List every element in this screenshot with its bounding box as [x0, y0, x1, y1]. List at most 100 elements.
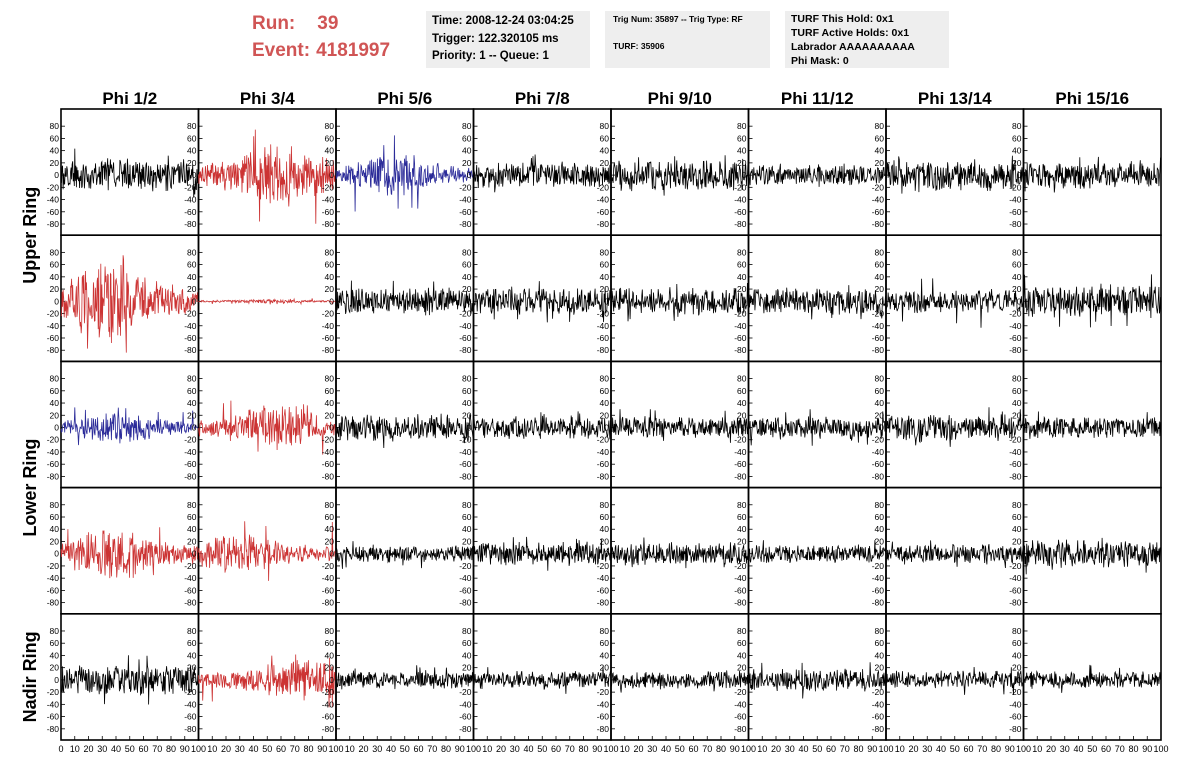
y-tick-label: 60	[600, 133, 610, 143]
y-tick-label: 80	[1012, 374, 1022, 384]
x-tick-label: 30	[97, 744, 107, 754]
y-tick-label: -20	[184, 687, 197, 697]
waveform-panel: -80 -60 -40 -20 0 20 40 60 80	[184, 360, 337, 489]
y-tick-label: 20	[1012, 410, 1022, 420]
y-tick-label: 20	[737, 284, 747, 294]
y-tick-label: 0	[54, 170, 59, 180]
trig-info-box: Trig Num: 35897 -- Trig Type: RF TURF: 3…	[605, 11, 770, 68]
waveform-line	[610, 537, 749, 569]
y-tick-label: 60	[737, 638, 747, 648]
y-tick-label: -20	[184, 309, 197, 319]
y-tick-label: -80	[322, 345, 335, 355]
waveform-line	[335, 665, 474, 690]
y-tick-label: -20	[47, 687, 60, 697]
y-tick-label: -40	[47, 447, 60, 457]
y-tick-label: 20	[462, 158, 472, 168]
y-tick-label: 0	[879, 170, 884, 180]
y-tick-label: 80	[737, 121, 747, 131]
y-tick-label: -40	[184, 447, 197, 457]
x-tick-label: 20	[633, 744, 643, 754]
y-tick-label: 0	[54, 549, 59, 559]
waveform-line	[1023, 156, 1162, 193]
y-tick-label: 20	[1012, 284, 1022, 294]
y-tick-label: 60	[50, 512, 60, 522]
y-tick-label: 60	[462, 638, 472, 648]
x-tick-label: 20	[358, 744, 368, 754]
y-tick-label: -80	[184, 219, 197, 229]
y-tick-label: 0	[604, 296, 609, 306]
y-tick-label: -40	[459, 573, 472, 583]
y-tick-label: 80	[187, 121, 197, 131]
y-tick-label: 60	[462, 386, 472, 396]
y-tick-label: -60	[322, 207, 335, 217]
waveform-line	[198, 521, 337, 581]
x-tick-label: 100	[191, 744, 206, 754]
x-tick-label: 70	[1115, 744, 1125, 754]
y-tick-label: -80	[597, 598, 610, 608]
column-header-phi: Phi 3/4	[240, 89, 295, 108]
waveform-panel: -80 -60 -40 -20 0 20 40 60 80	[47, 234, 200, 363]
y-tick-label: 40	[875, 650, 885, 660]
y-tick-label: -80	[47, 345, 60, 355]
y-tick-label: 60	[462, 512, 472, 522]
x-tick-label: 20	[221, 744, 231, 754]
y-tick-label: 0	[879, 296, 884, 306]
y-tick-label: 80	[737, 626, 747, 636]
y-tick-label: 0	[467, 296, 472, 306]
x-tick-label: 10	[757, 744, 767, 754]
x-tick-label: 20	[496, 744, 506, 754]
y-tick-label: 20	[187, 536, 197, 546]
y-tick-label: 80	[325, 626, 335, 636]
y-tick-label: -20	[597, 687, 610, 697]
y-tick-label: -60	[47, 712, 60, 722]
y-tick-label: 40	[187, 146, 197, 156]
y-tick-label: -40	[734, 573, 747, 583]
y-tick-label: -40	[597, 195, 610, 205]
y-tick-label: -60	[47, 333, 60, 343]
y-tick-label: -60	[47, 459, 60, 469]
x-tick-label: 10	[482, 744, 492, 754]
y-tick-label: 0	[192, 423, 197, 433]
time-text: Time: 2008-12-24 03:04:25	[432, 15, 574, 27]
y-tick-label: 80	[462, 247, 472, 257]
y-tick-label: -20	[1009, 182, 1022, 192]
x-tick-label: 100	[603, 744, 618, 754]
x-tick-label: 80	[991, 744, 1001, 754]
waveform-panel: -80 -60 -40 -20 0 20 40 60 80	[184, 108, 337, 236]
y-tick-label: 0	[742, 549, 747, 559]
waveform-line	[60, 148, 199, 198]
y-tick-label: -60	[459, 585, 472, 595]
waveform-panel: -80 -60 -40 -20 0 20 40 60 80	[322, 360, 475, 489]
y-tick-label: -80	[872, 345, 885, 355]
x-tick-label: 60	[688, 744, 698, 754]
x-tick-label: 10	[207, 744, 217, 754]
y-tick-label: 60	[1012, 638, 1022, 648]
y-tick-label: 0	[742, 296, 747, 306]
y-tick-label: -20	[734, 182, 747, 192]
y-tick-label: 80	[600, 500, 610, 510]
y-tick-label: -40	[597, 573, 610, 583]
y-tick-label: 0	[467, 549, 472, 559]
y-tick-label: 20	[187, 410, 197, 420]
waveform-line	[610, 409, 749, 443]
y-tick-label: 60	[875, 512, 885, 522]
waveform-line	[610, 155, 749, 196]
y-tick-label: 40	[737, 146, 747, 156]
y-tick-label: 60	[875, 386, 885, 396]
y-tick-label: 40	[462, 524, 472, 534]
waveform-panel: -80 -60 -40 -20 0 20 40 60 80	[322, 612, 475, 741]
y-tick-label: 20	[1012, 663, 1022, 673]
x-tick-label: 50	[950, 744, 960, 754]
y-tick-label: 60	[187, 638, 197, 648]
x-tick-label: 80	[716, 744, 726, 754]
y-tick-label: 80	[1012, 121, 1022, 131]
y-tick-label: 20	[737, 410, 747, 420]
waveform-panel: -80 -60 -40 -20 0 20 40 60 80	[597, 234, 750, 363]
y-tick-label: -20	[734, 561, 747, 571]
y-tick-label: 40	[1012, 524, 1022, 534]
y-tick-label: 80	[600, 626, 610, 636]
waveform-line	[335, 135, 474, 212]
x-tick-label: 50	[537, 744, 547, 754]
y-tick-label: -80	[322, 724, 335, 734]
y-tick-label: -20	[597, 309, 610, 319]
